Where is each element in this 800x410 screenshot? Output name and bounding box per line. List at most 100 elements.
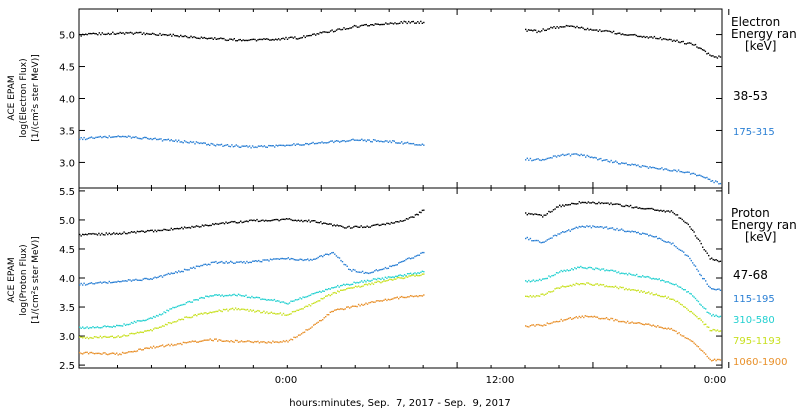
proton-point-310-580 [218,294,220,296]
electron-point-175-315 [182,142,184,144]
electron-point-38-53 [665,38,668,41]
proton-point-795-1193 [331,293,333,296]
proton-point-1060-1900 [82,353,84,355]
electron-point-175-315 [653,167,656,169]
proton-point-310-580 [658,278,660,280]
electron-point-38-53 [371,24,373,26]
proton-point-115-195 [398,262,400,264]
proton-point-115-195 [686,254,688,257]
electron-point-38-53 [88,32,90,35]
proton-point-47-68 [557,206,559,208]
electron-point-175-315 [297,143,299,145]
proton-point-795-1193 [190,316,192,319]
proton-point-115-195 [90,282,93,284]
proton-point-47-68 [231,220,233,223]
proton-point-795-1193 [423,273,425,275]
proton-point-115-195 [390,265,393,268]
proton-point-1060-1900 [402,296,404,299]
proton-point-795-1193 [678,302,680,304]
proton-point-1060-1900 [629,322,632,324]
proton-point-115-195 [657,237,659,240]
electron-point-38-53 [640,35,642,38]
proton-point-1060-1900 [554,321,556,323]
proton-point-115-195 [145,277,147,280]
proton-point-47-68 [584,201,586,204]
proton-point-47-68 [268,220,270,222]
proton-point-1060-1900 [233,341,235,343]
electron-point-175-315 [89,136,91,139]
proton-point-795-1193 [648,291,650,293]
electron-point-38-53 [574,26,577,29]
proton-point-795-1193 [554,288,556,290]
electron-point-175-315 [291,144,294,146]
proton-point-795-1193 [535,295,538,297]
proton-point-1060-1900 [243,341,246,343]
proton-point-47-68 [413,216,415,218]
electron-point-38-53 [622,33,624,35]
proton-point-795-1193 [194,314,196,316]
proton-point-47-68 [383,223,385,225]
proton-point-115-195 [593,225,596,228]
electron-point-175-315 [670,170,672,172]
proton-point-47-68 [293,219,295,222]
proton-point-795-1193 [233,309,235,311]
proton-point-310-580 [147,318,149,321]
proton-point-47-68 [705,250,707,252]
proton-point-1060-1900 [190,341,192,343]
electron-point-38-53 [257,39,259,41]
electron-point-38-53 [700,47,702,50]
proton-point-1060-1900 [300,333,303,335]
proton-point-310-580 [651,278,653,280]
proton-point-47-68 [378,224,380,227]
electron-point-38-53 [180,34,182,37]
proton-point-310-580 [690,293,692,295]
proton-point-115-195 [599,226,602,228]
proton-point-1060-1900 [338,308,340,311]
proton-point-795-1193 [658,294,660,297]
electron-point-175-315 [393,140,395,142]
electron-point-175-315 [362,139,364,142]
proton-point-115-195 [378,269,380,271]
proton-point-310-580 [563,269,565,272]
proton-point-1060-1900 [654,325,656,327]
electron-point-175-315 [580,153,582,156]
electron-point-38-53 [368,25,370,27]
proton-point-47-68 [658,210,660,212]
electron-point-38-53 [608,30,610,32]
proton-point-1060-1900 [264,341,267,344]
proton-point-1060-1900 [166,344,168,346]
proton-point-47-68 [569,203,571,206]
proton-point-1060-1900 [320,319,322,322]
proton-point-310-580 [712,313,714,316]
proton-point-47-68 [142,230,144,233]
proton-point-115-195 [283,258,285,260]
proton-point-795-1193 [234,307,237,309]
proton-point-310-580 [99,327,102,329]
electron-point-175-315 [343,140,345,142]
electron-point-38-53 [641,36,643,38]
electron-point-175-315 [615,160,617,162]
proton-point-47-68 [586,202,588,204]
electron-point-38-53 [643,35,645,38]
electron-point-175-315 [150,137,152,140]
proton-point-115-195 [560,232,562,234]
proton-point-310-580 [341,284,343,287]
proton-point-1060-1900 [613,320,615,322]
x-axis-ticks [116,9,730,368]
electron-point-175-315 [609,161,611,163]
proton-point-310-580 [79,326,81,328]
proton-point-115-195 [284,258,286,260]
electron-point-175-315 [658,168,660,170]
electron-point-175-315 [327,142,329,144]
proton-point-795-1193 [340,289,342,291]
electron-point-175-315 [172,140,174,142]
proton-point-115-195 [386,267,388,270]
proton-point-47-68 [531,213,533,215]
proton-point-795-1193 [167,322,170,324]
electron-point-175-315 [677,169,680,171]
proton-point-795-1193 [548,291,550,293]
proton-point-47-68 [380,224,382,226]
electron-point-38-53 [332,31,335,33]
proton-point-47-68 [279,219,282,221]
electron-ytick-label: 5.0 [59,31,75,42]
